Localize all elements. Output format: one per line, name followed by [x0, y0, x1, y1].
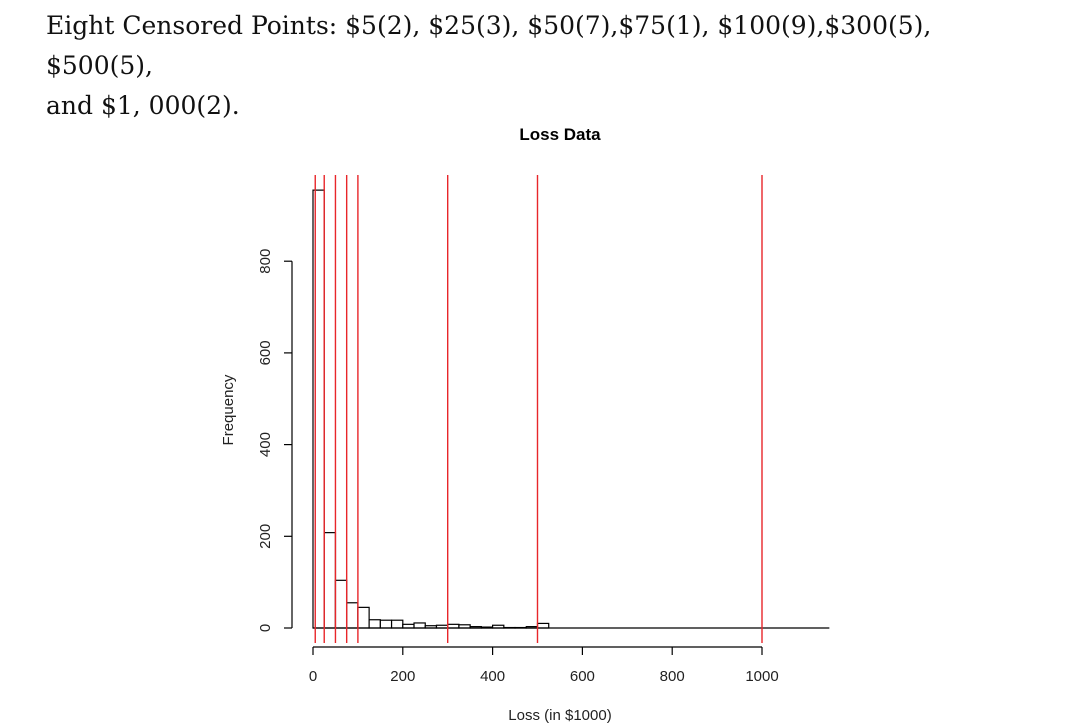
- histogram-bar-20: [536, 622, 550, 629]
- x-tick-label-200: 200: [390, 668, 415, 685]
- x-axis-label: Loss (in $1000): [508, 707, 611, 723]
- histogram-bar-7: [390, 619, 404, 629]
- histogram-bar-3: [346, 602, 359, 629]
- histogram-bar-1: [323, 532, 337, 629]
- histogram-bar-9: [413, 622, 426, 629]
- histogram-bar-6: [379, 619, 393, 629]
- x-tick-label-400: 400: [480, 668, 505, 685]
- y-axis-label: Frequency: [220, 374, 237, 445]
- chart-title: Loss Data: [519, 125, 601, 144]
- y-tick-label-600: 600: [257, 340, 274, 365]
- figure-caption: Eight Censored Points: $5(2), $25(3), $5…: [46, 6, 1046, 126]
- x-tick-label-1000: 1000: [745, 668, 778, 685]
- x-tick-label-800: 800: [660, 668, 685, 685]
- x-tick-label-600: 600: [570, 668, 595, 685]
- y-tick-label-0: 0: [257, 624, 274, 632]
- y-tick-label-200: 200: [257, 524, 274, 549]
- histogram-bar-4: [357, 606, 370, 629]
- x-tick-label-0: 0: [309, 668, 317, 685]
- histogram-bars: [312, 189, 830, 629]
- axes: 0 200 400 600 800 1000 0 200 400 600 800: [257, 249, 779, 685]
- histogram-bar-5: [368, 619, 381, 629]
- caption-line-2: and $1, 000(2).: [46, 91, 240, 120]
- y-tick-label-400: 400: [257, 432, 274, 457]
- histogram-bar-2: [334, 579, 348, 629]
- caption-line-1: Eight Censored Points: $5(2), $25(3), $5…: [46, 11, 932, 80]
- y-tick-label-800: 800: [257, 249, 274, 274]
- censoring-lines: [314, 175, 763, 643]
